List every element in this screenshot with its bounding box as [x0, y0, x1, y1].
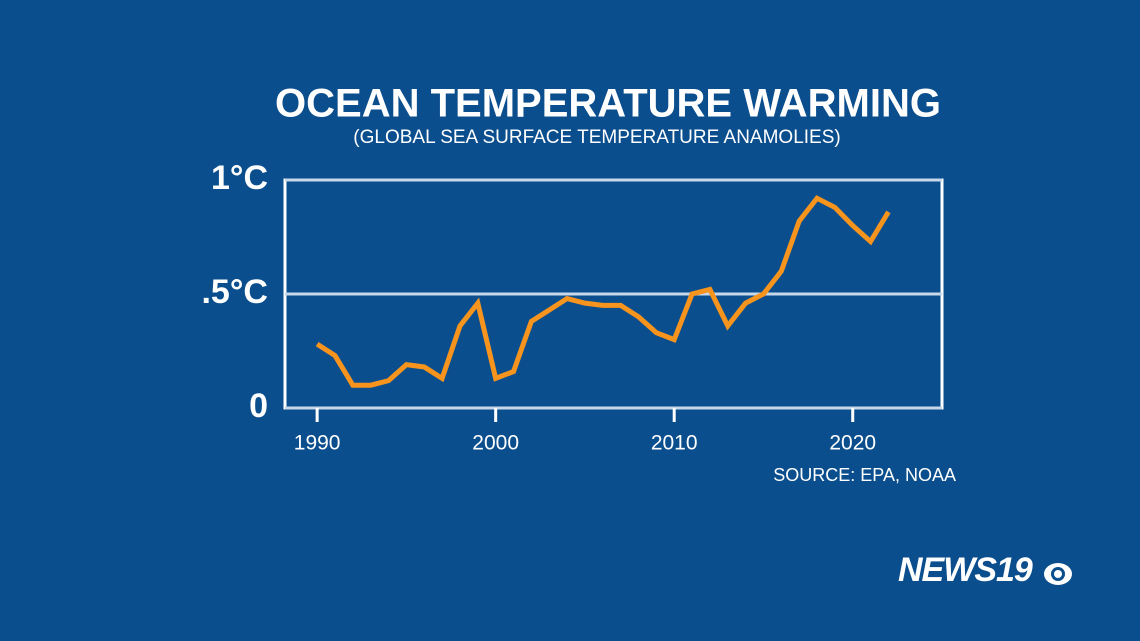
- y-tick-label: 1°C: [211, 159, 268, 197]
- chart-title: OCEAN TEMPERATURE WARMING: [275, 82, 941, 126]
- y-tick-label: .5°C: [201, 273, 268, 311]
- logo: NEWS19: [898, 551, 1072, 589]
- data-line: [315, 195, 891, 388]
- y-tick-label: 0: [249, 387, 268, 425]
- chart-subtitle: (GLOBAL SEA SURFACE TEMPERATURE ANAMOLIE…: [353, 127, 840, 148]
- x-tick-label: 2020: [829, 432, 876, 455]
- x-tick-label: 2010: [651, 432, 698, 455]
- source: SOURCE: EPA, NOAA: [773, 465, 956, 485]
- logo-eye-pupil: [1054, 570, 1062, 578]
- x-tick-label: 2000: [472, 432, 519, 455]
- x-tick-label: 1990: [294, 432, 341, 455]
- logo-text: NEWS19: [898, 551, 1033, 589]
